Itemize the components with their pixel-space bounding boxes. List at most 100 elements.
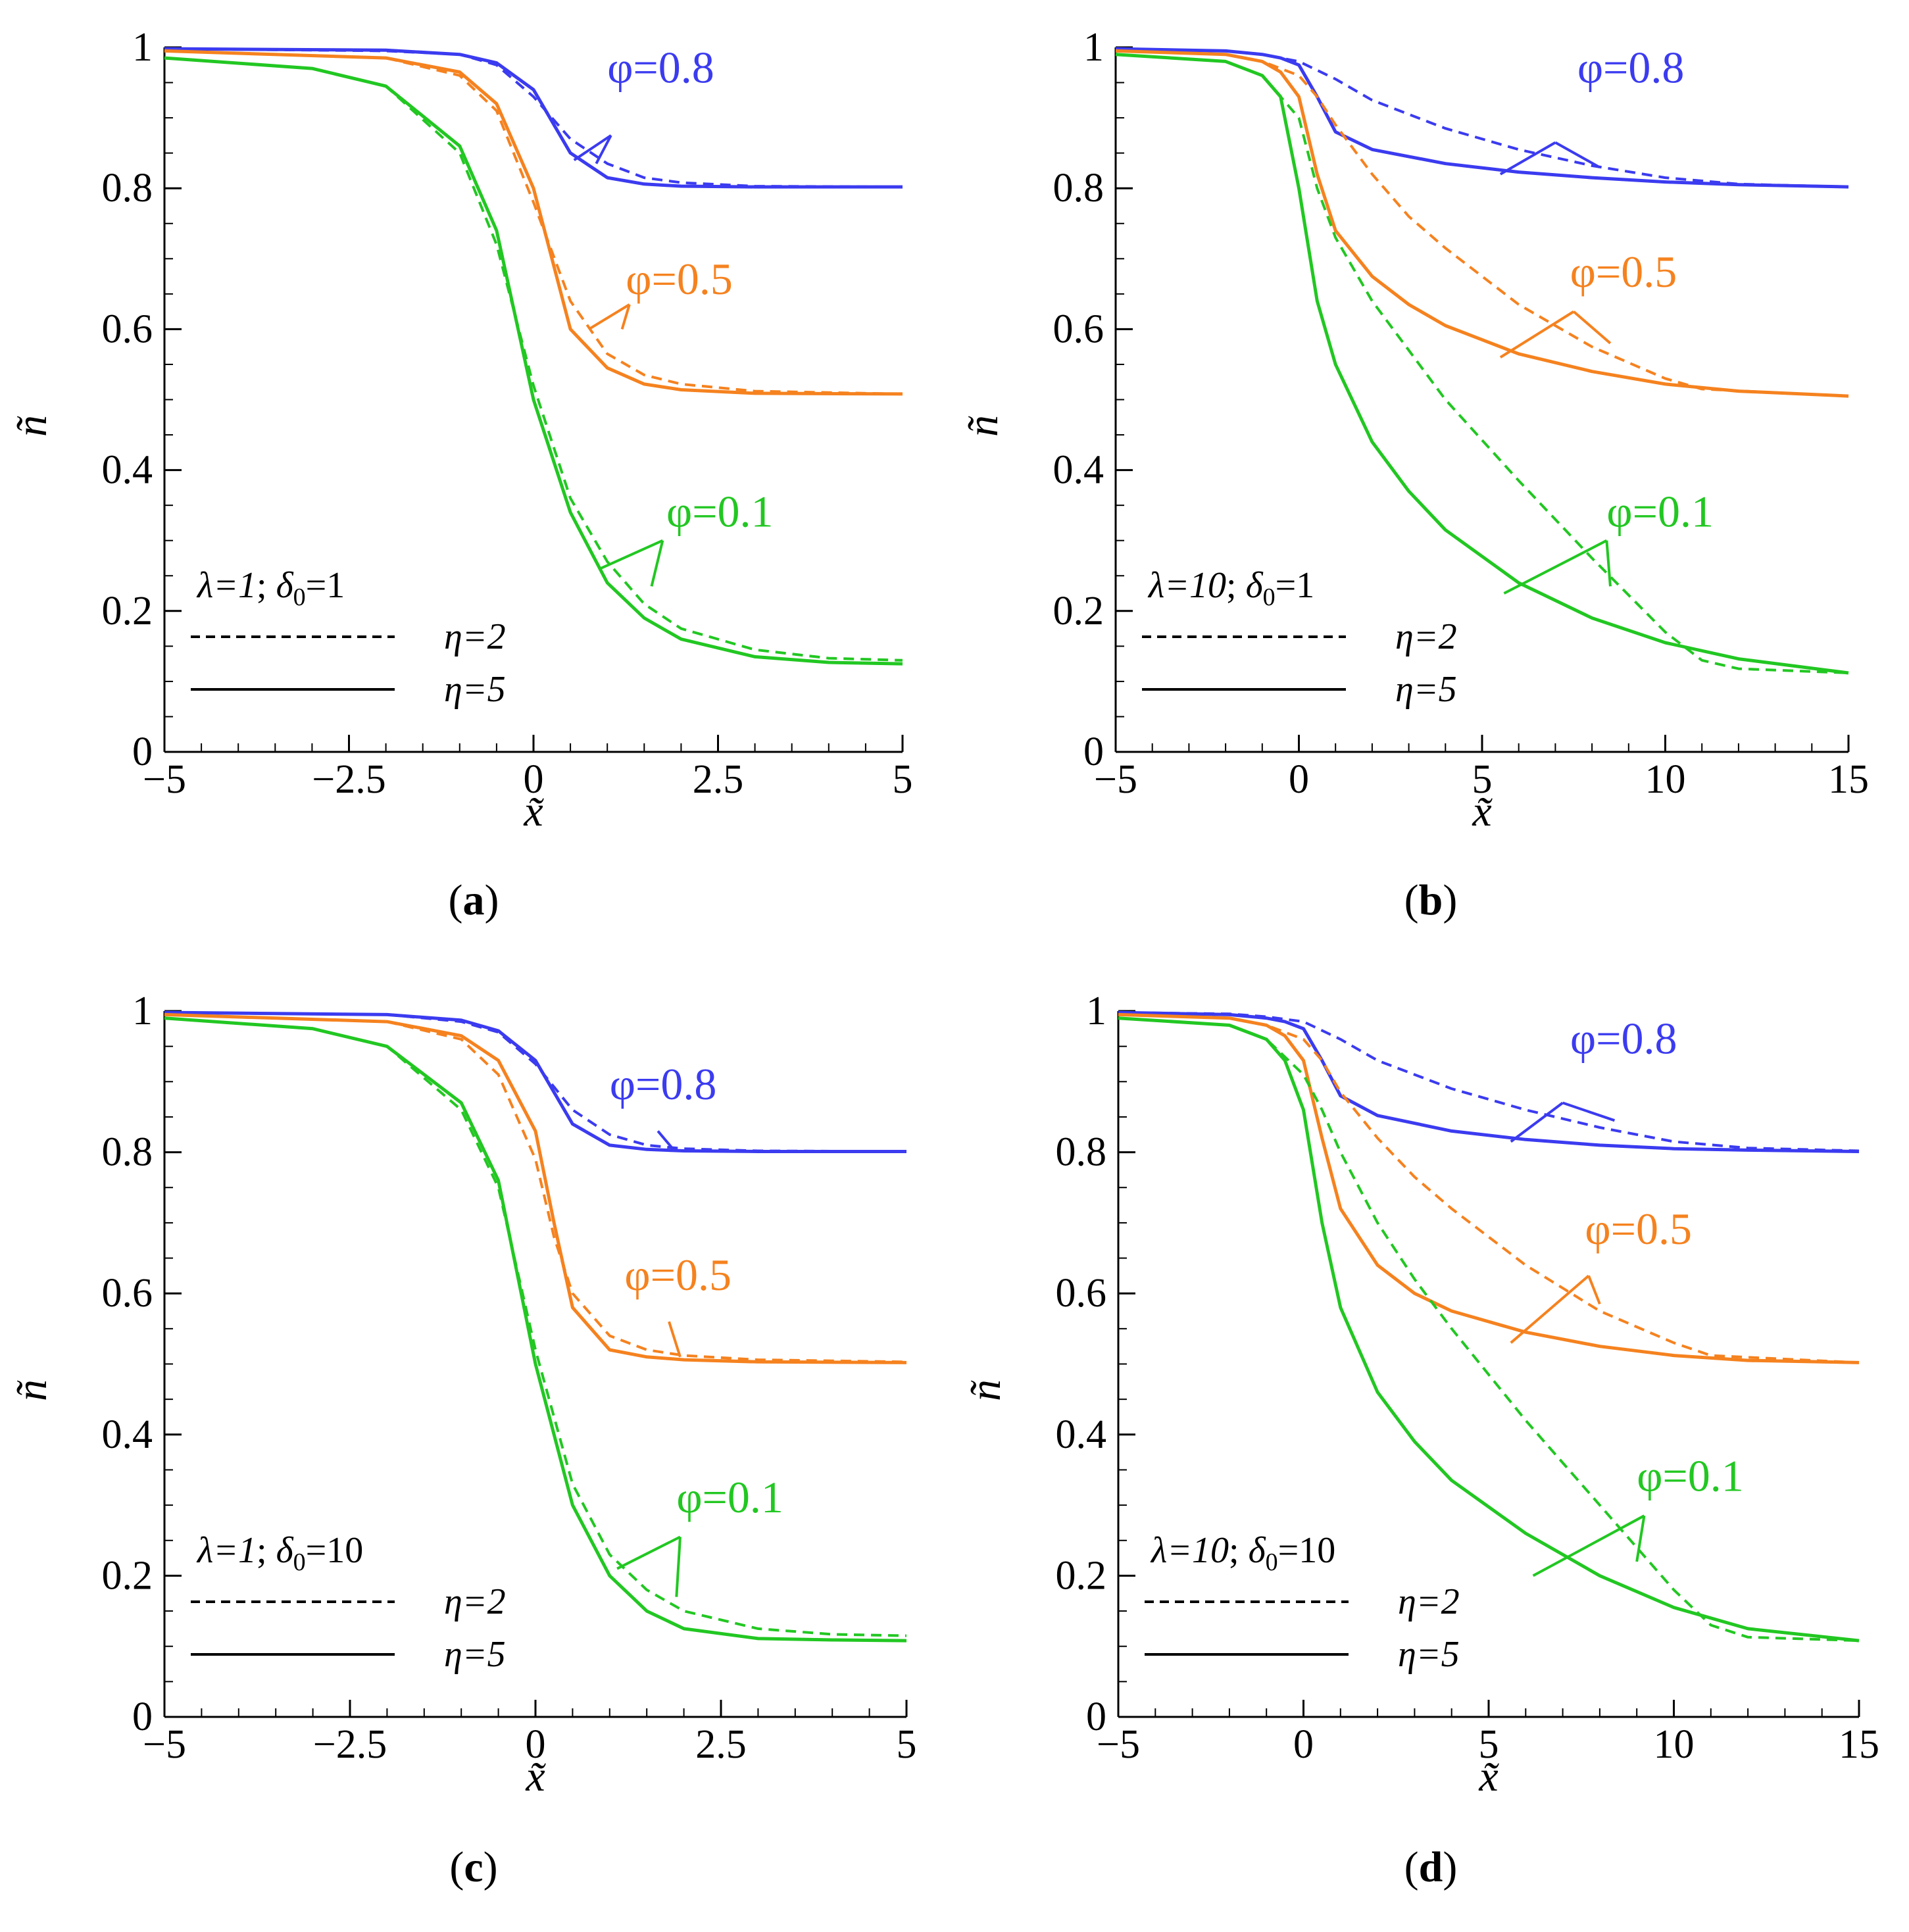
annotation-leader <box>675 1537 682 1597</box>
y-tick-label: 0.8 <box>1053 166 1104 211</box>
series-line-phi08-eta5 <box>1118 1010 1860 1153</box>
annotation-leader <box>1635 1515 1646 1562</box>
x-tick-label: −5 <box>1097 1722 1140 1767</box>
x-tick-label: −5 <box>1094 757 1137 802</box>
y-tick-label: 0.4 <box>1056 1412 1107 1457</box>
x-tick-label: 5 <box>1479 1722 1499 1767</box>
y-tick-label: 1 <box>1086 989 1106 1033</box>
legend: λ=1; δ0=1 η=2 η=5 <box>191 565 506 710</box>
y-tick-label: 0.4 <box>1053 448 1104 493</box>
y-tick-label: 0.2 <box>1053 589 1104 633</box>
annotation-label: φ=0.5 <box>1570 247 1677 297</box>
y-tick-label: 0.6 <box>1053 307 1104 351</box>
x-tick-label: −2.5 <box>313 1722 387 1767</box>
series-line-phi08-eta2 <box>1118 1011 1860 1152</box>
x-tick-label: −2.5 <box>312 757 385 802</box>
panel-caption: (b) <box>1404 876 1458 924</box>
x-tick-label: 15 <box>1828 757 1869 802</box>
x-tick-label: 5 <box>897 1722 917 1767</box>
series-line-phi05-eta2 <box>1118 1013 1860 1364</box>
annotation-leader <box>1510 1274 1590 1344</box>
legend-title: λ=10; δ0=1 <box>1147 565 1314 611</box>
legend: λ=1; δ0=10 η=2 η=5 <box>191 1530 506 1675</box>
annotation-leader <box>1499 310 1575 359</box>
annotation-label: φ=0.8 <box>610 1059 717 1109</box>
annotation-label: φ=0.8 <box>607 43 714 93</box>
legend-title: λ=1; δ0=1 <box>196 565 345 611</box>
annotation-leader <box>668 1321 682 1358</box>
y-tick-label: 0.6 <box>102 1271 153 1316</box>
x-axis-label: x̃ <box>525 1752 546 1800</box>
y-tick-label: 0 <box>132 730 153 774</box>
x-tick-label: 15 <box>1839 1722 1879 1767</box>
chart-panel-d: −5 0 5 10 1500.20.40.60.81x̃ñφ=0.8φ=0.5φ=0.1… <box>962 989 1879 1891</box>
annotation-leader <box>1572 310 1612 345</box>
legend-label-dashed: η=2 <box>1398 1581 1460 1622</box>
y-tick-label: 0.6 <box>102 307 153 351</box>
x-tick-label: 10 <box>1645 757 1686 802</box>
annotation-label: φ=0.1 <box>1606 486 1714 536</box>
series-line-phi01-eta5 <box>1118 1016 1860 1643</box>
x-tick-label: 5 <box>1472 757 1493 802</box>
chart-panel-b: −5 0 5 10 1500.20.40.60.81x̃ñφ=0.8φ=0.5φ=0.1… <box>959 25 1869 924</box>
panel-caption: (c) <box>449 1843 497 1891</box>
series-line-phi01-eta5 <box>164 56 903 666</box>
x-tick-label: −5 <box>143 757 186 802</box>
y-axis-label: ñ <box>8 1379 56 1401</box>
annotation-leader <box>1562 1101 1616 1122</box>
series-line-phi05-eta5 <box>1115 49 1849 398</box>
x-axis-label: x̃ <box>1478 1752 1499 1800</box>
panel-caption: (a) <box>449 876 499 924</box>
annotation-label: φ=0.1 <box>676 1472 783 1522</box>
x-tick-label: 0 <box>1289 757 1309 802</box>
y-axis-label: ñ <box>959 415 1007 437</box>
y-tick-label: 0.2 <box>102 589 153 633</box>
series-line-phi05-eta2 <box>164 1013 907 1364</box>
y-tick-label: 0 <box>1083 730 1104 774</box>
annotation-label: φ=0.1 <box>666 486 774 536</box>
y-tick-label: 0 <box>1086 1695 1106 1739</box>
legend-title: λ=10; δ0=10 <box>1150 1530 1335 1576</box>
annotation-leader <box>1554 141 1600 168</box>
series-line-phi08-eta5 <box>164 1010 906 1153</box>
y-tick-label: 0.8 <box>102 1130 153 1175</box>
y-tick-label: 0.8 <box>102 166 153 211</box>
y-tick-label: 0.4 <box>102 448 153 493</box>
chart-panel-a: −5 −2.5 0 2.5 5 0 0.2 0.4 0.6 0.8 1 x̃ ñ φ=0.8 φ=0.5 φ=… <box>8 25 913 924</box>
annotation-leader <box>657 1130 674 1150</box>
legend-label-dashed: η=2 <box>444 616 506 657</box>
x-tick-label: 2.5 <box>693 757 744 802</box>
annotation-leader <box>616 1535 681 1570</box>
annotation-leader <box>1605 540 1612 587</box>
series-line-phi08-eta5 <box>164 47 903 189</box>
series-line-phi05-eta5 <box>164 1012 907 1364</box>
series-line-phi05-eta5 <box>1118 1012 1860 1364</box>
annotation-label: φ=0.8 <box>1570 1013 1677 1063</box>
y-axis-label: ñ <box>8 415 56 437</box>
annotation-label: φ=0.5 <box>1585 1204 1692 1254</box>
annotation-leader <box>1510 1101 1564 1143</box>
y-tick-label: 1 <box>1083 25 1104 70</box>
legend: λ=10; δ0=1 η=2 η=5 <box>1142 565 1457 710</box>
x-tick-label: 2.5 <box>695 1722 747 1767</box>
annotation-leader <box>620 304 631 330</box>
legend-label-solid: η=5 <box>444 669 506 710</box>
y-tick-label: 1 <box>132 989 153 1033</box>
x-tick-label: 0 <box>524 757 544 802</box>
legend-label-dashed: η=2 <box>444 1581 506 1622</box>
x-axis-label: x̃ <box>1472 787 1493 835</box>
y-tick-label: 0.8 <box>1056 1130 1107 1175</box>
y-tick-label: 0.4 <box>102 1412 153 1457</box>
chart-panel-c: −5 −2.5 0 2.5 5 0 0.2 0.4 0.6 0.8 1 x̃ ñ φ=0.8 φ=0.5 φ=… <box>8 989 917 1891</box>
annotation-leader <box>1587 1275 1601 1305</box>
series-line-phi01-eta5 <box>1115 53 1849 675</box>
legend: λ=10; δ0=10 η=2 η=5 <box>1145 1530 1460 1675</box>
annotation-leader <box>650 540 664 587</box>
x-tick-label: 5 <box>893 757 913 802</box>
series-line-phi05-eta2 <box>164 49 903 395</box>
y-tick-label: 0.2 <box>102 1553 153 1598</box>
legend-label-solid: η=5 <box>444 1634 506 1675</box>
y-tick-label: 1 <box>132 25 153 70</box>
legend-label-solid: η=5 <box>1395 669 1457 710</box>
